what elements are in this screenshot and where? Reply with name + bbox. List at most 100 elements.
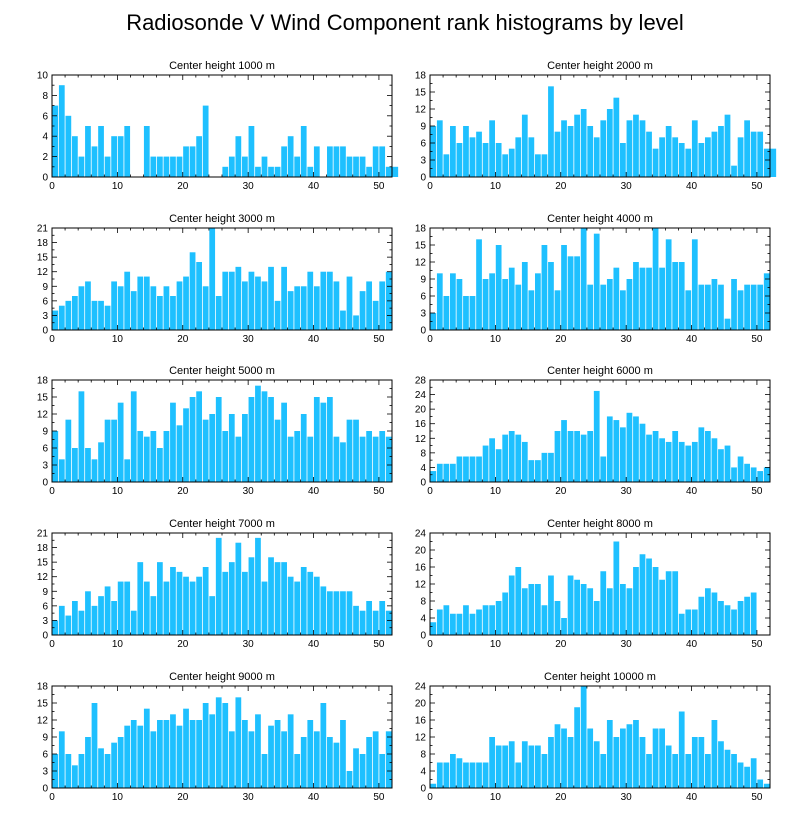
- histogram-bar: [548, 262, 554, 330]
- histogram-bar: [698, 737, 705, 788]
- histogram-bar: [340, 720, 346, 788]
- x-tick-label: 0: [49, 792, 55, 803]
- histogram-bar: [665, 571, 672, 635]
- histogram-bar: [379, 146, 386, 177]
- x-tick-label: 30: [243, 639, 255, 650]
- histogram-bar: [685, 609, 692, 635]
- histogram-bar: [724, 749, 731, 788]
- histogram-bar: [587, 588, 594, 635]
- histogram-bar: [463, 296, 469, 330]
- y-tick-label: 21: [37, 529, 49, 540]
- histogram-bar: [554, 724, 561, 788]
- histogram-bar: [744, 120, 750, 177]
- histogram-bar: [436, 609, 443, 635]
- histogram-bar: [287, 576, 294, 635]
- y-tick-label: 15: [415, 88, 427, 99]
- histogram-bar: [600, 571, 607, 635]
- histogram-bar: [196, 391, 202, 482]
- histogram-bar: [300, 286, 307, 330]
- histogram-bar: [456, 143, 463, 177]
- histogram-bar: [763, 467, 770, 482]
- panel-7: Center height 7000 m 0 10 20 30 40 50 0 3 6 9 12 15 1…: [37, 518, 393, 650]
- histogram-bar: [65, 754, 72, 788]
- histogram-bar: [750, 284, 757, 330]
- y-tick-label: 20: [415, 699, 427, 710]
- histogram-bar: [333, 436, 340, 482]
- x-tick-label: 0: [427, 792, 433, 803]
- histogram-bar: [117, 286, 124, 330]
- x-tick-label: 50: [751, 486, 763, 497]
- histogram-bar: [626, 724, 633, 788]
- histogram-bar: [476, 131, 482, 177]
- histogram-bar: [58, 459, 65, 482]
- panel-9: Center height 9000 m 0 10 20 30 40 50 0 3 6 9 12 15 1…: [37, 671, 393, 803]
- histogram-bar: [489, 120, 495, 177]
- histogram-bar: [235, 136, 242, 177]
- histogram-bar: [281, 562, 287, 635]
- histogram-bar: [450, 754, 456, 788]
- histogram-bar: [130, 391, 137, 482]
- histogram-bar: [176, 156, 183, 177]
- histogram-bar: [137, 562, 144, 635]
- y-tick-label: 15: [37, 558, 49, 569]
- histogram-bar: [353, 419, 359, 482]
- x-tick-label: 30: [243, 792, 255, 803]
- histogram-bar: [313, 576, 320, 635]
- histogram-bar: [294, 156, 301, 177]
- x-tick-label: 40: [308, 639, 320, 650]
- histogram-bar: [521, 741, 528, 788]
- histogram-bar: [757, 284, 764, 330]
- histogram-bar: [476, 239, 482, 330]
- histogram-bar: [366, 737, 372, 788]
- histogram-bar: [521, 588, 528, 635]
- histogram-bar: [633, 262, 639, 330]
- histogram-bar: [274, 166, 281, 177]
- histogram-bar: [307, 166, 314, 177]
- histogram-bar: [78, 156, 85, 177]
- histogram-bar: [750, 592, 757, 635]
- histogram-bar: [340, 442, 346, 482]
- x-tick-label: 50: [373, 639, 385, 650]
- y-tick-label: 16: [415, 716, 427, 727]
- histogram-bar: [137, 431, 144, 482]
- histogram-bar: [508, 575, 515, 635]
- y-tick-label: 12: [37, 267, 49, 278]
- histogram-bar: [672, 571, 679, 635]
- histogram-bar: [698, 596, 705, 635]
- x-tick-label: 50: [373, 334, 385, 345]
- histogram-bar: [737, 456, 744, 482]
- x-tick-label: 0: [427, 334, 433, 345]
- histogram-bar: [242, 156, 248, 177]
- histogram-bar: [469, 296, 476, 330]
- histogram-bar: [170, 402, 176, 482]
- histogram-bar: [235, 542, 242, 635]
- histogram-bar: [600, 456, 607, 482]
- histogram-bar: [111, 136, 117, 177]
- histogram-bar: [235, 436, 242, 482]
- histogram-bar: [626, 120, 633, 177]
- histogram-bar: [763, 148, 770, 177]
- y-tick-label: 8: [42, 91, 48, 102]
- histogram-bar: [430, 313, 437, 330]
- histogram-bar: [157, 156, 163, 177]
- histogram-bar: [91, 703, 98, 788]
- histogram-bar: [320, 703, 327, 788]
- histogram-bar: [606, 588, 613, 635]
- histogram-bar: [639, 423, 646, 482]
- panel-1: Center height 1000 m 0 10 20 30 40 50 0 2 4 6 8 10: [37, 60, 399, 192]
- histogram-bar: [52, 620, 59, 635]
- histogram-bar: [255, 276, 261, 330]
- histogram-bar: [646, 434, 652, 482]
- histogram-bar: [646, 754, 652, 788]
- histogram-bar: [157, 296, 163, 330]
- histogram-bar: [117, 581, 124, 635]
- histogram-bar: [268, 166, 274, 177]
- histogram-bar: [196, 262, 202, 330]
- histogram-bar: [294, 754, 301, 788]
- histogram-bar: [469, 137, 476, 177]
- histogram-bar: [209, 228, 216, 330]
- histogram-bar: [495, 449, 502, 482]
- histogram-bar: [508, 741, 515, 788]
- histogram-bar: [639, 737, 646, 788]
- histogram-bar: [574, 707, 580, 788]
